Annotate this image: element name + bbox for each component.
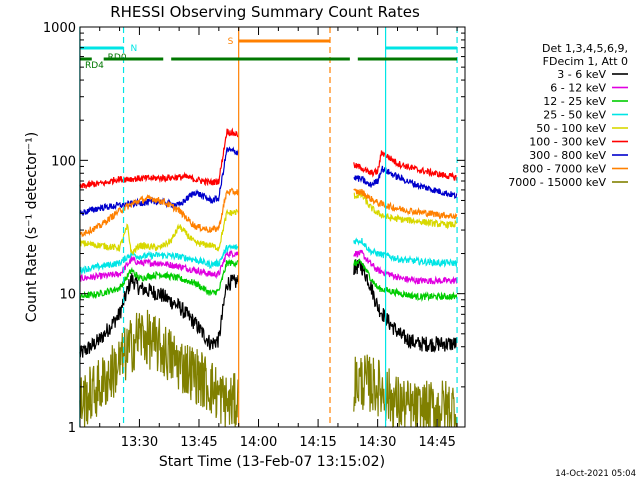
legend-entry: 300 - 800 keV <box>529 149 606 162</box>
legend-entry: 25 - 50 keV <box>543 109 606 122</box>
x-tick-label: 13:45 <box>180 435 217 450</box>
legend-entry: 800 - 7000 keV <box>522 163 606 176</box>
y-tick-label: 100 <box>51 154 76 169</box>
series-layer <box>79 127 458 428</box>
series-line <box>79 237 458 275</box>
x-tick-label: 14:15 <box>299 435 336 450</box>
x-tick-label: 14:45 <box>418 435 455 450</box>
legend-entry: 12 - 25 keV <box>543 95 606 108</box>
legend-entry: 7000 - 15000 keV <box>508 176 606 189</box>
legend-header: Det 1,3,4,5,6,9, <box>542 42 628 55</box>
annotation-label: N <box>131 44 138 54</box>
series-line <box>79 309 458 428</box>
y-tick-label: 10 <box>59 288 76 303</box>
legend-header: FDecim 1, Att 0 <box>543 55 628 68</box>
x-tick-label: 13:30 <box>121 435 158 450</box>
series-line <box>79 187 458 238</box>
series-line <box>79 127 458 189</box>
legend-entry: 50 - 100 keV <box>536 122 606 135</box>
annotation-bars: RD0 RD4 N S <box>79 37 458 71</box>
series-line <box>79 258 458 302</box>
legend-entry: 100 - 300 keV <box>529 136 606 149</box>
legend-entry: 3 - 6 keV <box>557 68 606 81</box>
annotation-label: RD4 <box>85 61 104 71</box>
y-axis-label: Count Rate (s⁻¹ detector⁻¹) <box>24 132 40 322</box>
y-tick-label: 1 <box>68 421 76 436</box>
y-tick-label: 1000 <box>43 21 76 36</box>
axes: 1 10 100 1000 13:30 13:45 14:00 14:15 14:30 14:45 <box>43 21 465 450</box>
legend: Det 1,3,4,5,6,9,FDecim 1, Att 03 - 6 keV… <box>508 42 628 189</box>
annotation-label: RD0 <box>108 53 127 63</box>
plot-frame <box>79 26 466 428</box>
annotation-label: S <box>228 37 234 47</box>
vertical-lines <box>79 27 458 427</box>
legend-entry: 6 - 12 keV <box>550 82 606 95</box>
x-tick-label: 14:30 <box>359 435 396 450</box>
footer-date: 14-Oct-2021 05:04 <box>555 469 636 479</box>
series-line <box>79 259 458 358</box>
series-line <box>79 249 458 285</box>
chart-title: RHESSI Observing Summary Count Rates <box>110 3 420 21</box>
x-axis-label: Start Time (13-Feb-07 13:15:02) <box>159 454 385 470</box>
x-tick-label: 14:00 <box>240 435 277 450</box>
series-line <box>79 190 458 255</box>
